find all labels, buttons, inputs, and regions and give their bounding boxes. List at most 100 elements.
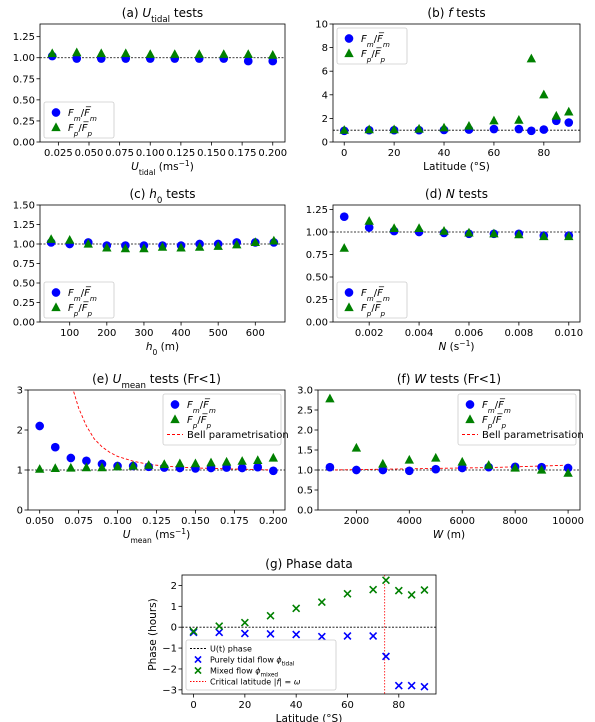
data-point-tidal	[215, 628, 224, 637]
legend-label-part: m	[367, 40, 374, 49]
data-point-tidal	[317, 632, 326, 641]
y-tick-label: 6	[322, 67, 328, 78]
series-fp	[339, 216, 574, 252]
legend-label-part: /	[81, 288, 85, 299]
axes-frame	[317, 389, 581, 511]
y-tick-label: 1.0	[297, 466, 313, 477]
legend-label-part: tidal	[282, 661, 295, 667]
data-point-fm	[352, 465, 361, 475]
data-point-fp	[83, 238, 93, 248]
legend-marker-fm	[170, 400, 180, 409]
chart-title: (a) Utidal tests	[122, 6, 203, 25]
data-point-fp	[170, 49, 180, 58]
y-tick-label: 0.5	[297, 486, 313, 497]
y-tick-label: 1.00	[13, 53, 35, 64]
x-axis-label-part: −1	[179, 159, 190, 168]
y-tick-label: 3.0	[297, 386, 313, 397]
legend-label-part: p	[379, 309, 385, 318]
data-point-fp	[72, 47, 82, 57]
data-point-fm	[563, 463, 573, 473]
legend-label: Fp/F̅p	[187, 413, 211, 429]
x-tick-label: 400	[172, 328, 191, 339]
data-point-tidal	[394, 681, 403, 690]
legend-label-part: F̅	[82, 301, 90, 314]
x-tick-label: 0.002	[355, 328, 384, 339]
legend-label-part: F	[187, 415, 193, 426]
x-tick-label: 300	[134, 328, 153, 339]
plot-area	[333, 212, 580, 252]
data-point-fp	[510, 462, 520, 472]
legend-label-part: mixed	[260, 672, 278, 678]
y-tick-label: 1.25	[13, 32, 35, 43]
data-point-fm	[268, 56, 278, 66]
data-point-fm	[404, 466, 414, 476]
data-point-fp	[221, 456, 232, 466]
y-tick-label: 0	[322, 138, 328, 149]
legend-label-part: F̅	[375, 301, 383, 314]
plot-area	[182, 575, 436, 694]
legend-label-part: F̅	[496, 413, 504, 426]
x-axis-label-part: N	[438, 341, 446, 353]
legend-label-part: /	[495, 400, 499, 411]
x-axis-label-part: U	[123, 529, 131, 541]
x-tick-label: 20	[238, 700, 251, 711]
data-point-fm	[325, 462, 335, 472]
legend-label-part: p	[205, 421, 211, 430]
chart-title-part: (a)	[122, 6, 143, 20]
y-tick-label: 0.00	[13, 318, 35, 329]
x-axis-label-part: −1	[175, 527, 186, 536]
panel-a: 0.025 0.050 0.075 0.100 0.125 0.150 0.175 0.200…	[13, 6, 287, 177]
legend-label-part: p	[73, 129, 79, 138]
legend-label-part: ω	[294, 677, 301, 686]
x-tick-label: 0.025	[44, 148, 73, 159]
data-point-mixed	[420, 586, 429, 595]
legend-label-part: F̅	[377, 286, 385, 299]
x-axis-label-part: (s	[446, 341, 459, 353]
x-tick-label: 10000	[552, 516, 584, 527]
data-point-fm	[431, 464, 441, 474]
data-point-fp	[243, 49, 253, 58]
data-point-fp	[339, 125, 349, 134]
legend-label-part: F	[68, 303, 74, 314]
legend-marker-tidal	[194, 655, 202, 664]
data-point-fp	[389, 124, 399, 134]
panel-b: 0 20 40 60 80 0 2 4 6 8 10 (b) f tests Latitude (°S)…	[315, 6, 581, 173]
legend-label-part: ϕ	[276, 655, 282, 664]
x-axis-label-part: )	[190, 161, 194, 173]
legend-label-part: F	[68, 288, 74, 299]
legend-box	[336, 281, 408, 319]
chart-title-part: tests	[162, 187, 195, 201]
y-tick-label: 0.75	[306, 250, 328, 261]
data-point-fm	[35, 421, 45, 431]
data-point-fp	[237, 456, 247, 465]
data-point-fp	[364, 124, 374, 134]
x-axis-label: Utidal (ms−1)	[131, 159, 194, 177]
y-tick-label: 0.75	[13, 74, 35, 85]
data-point-fp	[47, 48, 57, 58]
plot-area	[40, 234, 285, 253]
legend-label-part: /	[371, 303, 375, 314]
legend-label-part: /	[492, 415, 496, 426]
chart-title-part: tests (Fr<1)	[426, 372, 501, 386]
y-axis-label: Phase (hours)	[147, 598, 159, 670]
data-point-fp	[464, 120, 474, 130]
data-point-fp	[539, 89, 549, 99]
x-axis-label-part: Latitude (°S)	[276, 713, 343, 722]
x-tick-label: 0.200	[259, 516, 288, 527]
data-point-fp	[144, 460, 154, 469]
chart-title: (d) N tests	[425, 187, 488, 201]
x-axis-label-part: (m)	[443, 529, 465, 541]
y-tick-label: 0.75	[13, 259, 35, 270]
axes-frame	[332, 204, 581, 323]
legend-label: Bell parametrisation	[187, 430, 289, 441]
y-tick-label: 2.0	[297, 426, 313, 437]
legend-label: Fm/F̅m	[68, 106, 97, 122]
data-point-fp	[139, 243, 149, 253]
x-tick-label: 0.004	[405, 328, 434, 339]
legend-marker-fp	[344, 302, 354, 312]
series-fp	[34, 452, 279, 473]
legend-label-part: m	[90, 114, 97, 123]
data-point-fp	[364, 216, 374, 225]
x-tick-label: 0.075	[64, 516, 93, 527]
